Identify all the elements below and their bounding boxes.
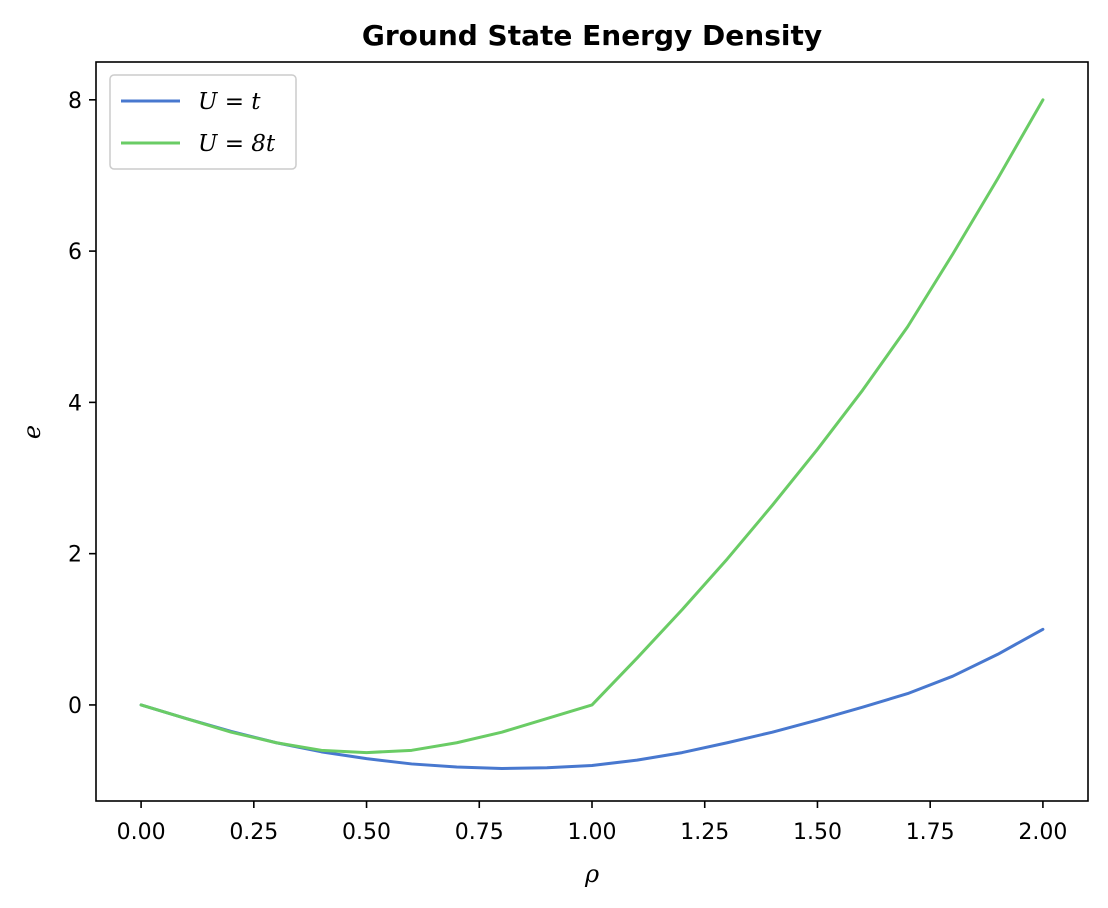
y-axis: 0 2 4 6 8 [68, 89, 96, 719]
series-line-u-8t [139, 98, 1045, 755]
x-axis: 0.00 0.25 0.50 0.75 1.00 1.25 1.50 1.75 2.00 [117, 801, 1067, 845]
y-tick-label: 4 [68, 391, 82, 416]
series-line-u-t [139, 627, 1045, 770]
x-axis-label: ρ [584, 860, 599, 888]
chart-title: Ground State Energy Density [362, 19, 822, 52]
legend-label-u-8t: U = 8t [198, 131, 276, 157]
plot-area [139, 98, 1045, 770]
x-tick-label: 0.50 [342, 820, 391, 845]
y-tick-label: 0 [68, 694, 82, 719]
x-tick-label: 1.75 [906, 820, 955, 845]
x-tick-label: 0.75 [455, 820, 504, 845]
y-tick-label: 2 [68, 543, 82, 568]
legend: U = t U = 8t [109, 74, 297, 170]
x-tick-label: 1.50 [793, 820, 842, 845]
plot-frame [95, 61, 1089, 802]
x-tick-label: 2.00 [1018, 820, 1067, 845]
x-tick-label: 1.00 [568, 820, 617, 845]
y-tick-label: 6 [68, 240, 82, 265]
y-tick-label: 8 [68, 89, 82, 114]
legend-label-u-t: U = t [198, 89, 261, 115]
x-tick-label: 0.00 [117, 820, 166, 845]
legend-frame [109, 74, 297, 170]
x-tick-label: 1.25 [680, 820, 729, 845]
y-axis-label: e [18, 425, 46, 439]
x-tick-label: 0.25 [229, 820, 278, 845]
